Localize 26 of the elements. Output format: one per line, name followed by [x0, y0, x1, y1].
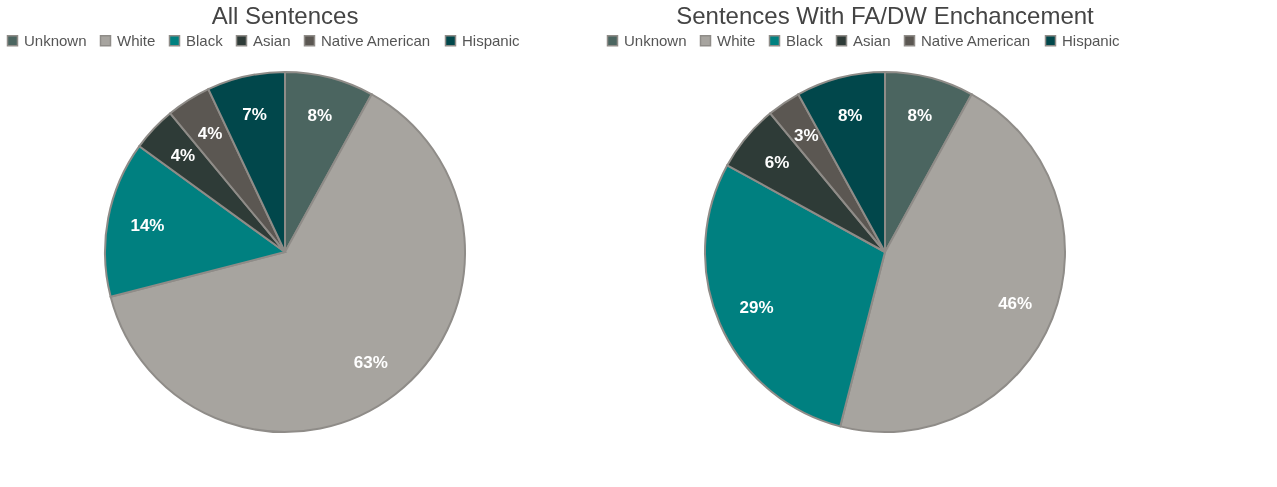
data-label: 14%: [130, 215, 165, 235]
data-label: 4%: [170, 146, 196, 166]
data-label: 8%: [307, 106, 333, 126]
legend-label: Asian: [253, 31, 291, 49]
legend-label: Hispanic: [1062, 31, 1121, 49]
legend-label: Asian: [853, 31, 891, 49]
legend-label: Hispanic: [462, 31, 521, 49]
legend-label: White: [717, 31, 756, 49]
data-label: 6%: [764, 152, 790, 172]
chart-title: Sentences With FA/DW Enchancement: [676, 2, 1095, 29]
legend-label: Unknown: [624, 31, 687, 49]
chart-title: All Sentences: [211, 2, 359, 29]
data-label: 8%: [907, 106, 933, 126]
legend-label: Native American: [921, 31, 1031, 49]
legend-label: White: [117, 31, 156, 49]
data-label: 29%: [739, 297, 774, 317]
legend-label: Unknown: [24, 31, 87, 49]
data-label: 8%: [837, 106, 863, 126]
data-label: 3%: [794, 126, 819, 146]
legend-label: Black: [786, 31, 824, 49]
data-label: 63%: [353, 352, 388, 372]
data-label: 4%: [197, 123, 223, 143]
data-label: 7%: [242, 105, 267, 125]
legend-label: Native American: [321, 31, 431, 49]
legend-label: Black: [186, 31, 224, 49]
data-label: 46%: [998, 293, 1033, 313]
